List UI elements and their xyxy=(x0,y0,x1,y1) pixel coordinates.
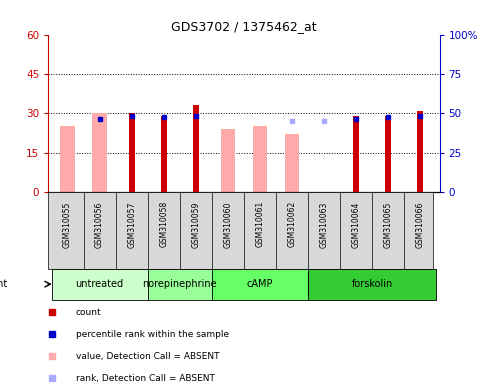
FancyBboxPatch shape xyxy=(212,269,308,300)
Bar xyxy=(129,113,135,192)
Bar xyxy=(353,116,359,192)
Bar xyxy=(385,116,391,192)
Text: untreated: untreated xyxy=(75,279,124,289)
Text: GSM310064: GSM310064 xyxy=(352,201,361,248)
Bar xyxy=(285,134,299,192)
Bar xyxy=(60,126,75,192)
Text: count: count xyxy=(76,308,101,317)
Text: GSM310060: GSM310060 xyxy=(223,201,232,248)
Text: GSM310056: GSM310056 xyxy=(95,201,104,248)
Text: GSM310057: GSM310057 xyxy=(127,201,136,248)
Text: GSM310066: GSM310066 xyxy=(416,201,425,248)
Text: GSM310058: GSM310058 xyxy=(159,201,168,247)
Text: GSM310065: GSM310065 xyxy=(384,201,393,248)
FancyBboxPatch shape xyxy=(52,269,148,300)
FancyBboxPatch shape xyxy=(148,269,212,300)
Bar xyxy=(161,116,167,192)
Bar xyxy=(253,126,267,192)
Text: percentile rank within the sample: percentile rank within the sample xyxy=(76,329,229,339)
Bar xyxy=(417,111,423,192)
Text: cAMP: cAMP xyxy=(247,279,273,289)
Text: value, Detection Call = ABSENT: value, Detection Call = ABSENT xyxy=(76,352,219,361)
Text: forskolin: forskolin xyxy=(352,279,393,289)
Text: GSM310059: GSM310059 xyxy=(191,201,200,248)
Text: GSM310055: GSM310055 xyxy=(63,201,72,248)
Text: norepinephrine: norepinephrine xyxy=(142,279,217,289)
Bar xyxy=(92,113,107,192)
Bar xyxy=(193,106,199,192)
FancyBboxPatch shape xyxy=(48,192,433,269)
Title: GDS3702 / 1375462_at: GDS3702 / 1375462_at xyxy=(171,20,317,33)
FancyBboxPatch shape xyxy=(308,269,436,300)
Text: GSM310062: GSM310062 xyxy=(287,201,297,247)
Text: GSM310063: GSM310063 xyxy=(320,201,328,248)
Bar xyxy=(221,129,235,192)
Text: rank, Detection Call = ABSENT: rank, Detection Call = ABSENT xyxy=(76,374,214,382)
Text: GSM310061: GSM310061 xyxy=(256,201,265,247)
Text: agent: agent xyxy=(0,279,7,289)
